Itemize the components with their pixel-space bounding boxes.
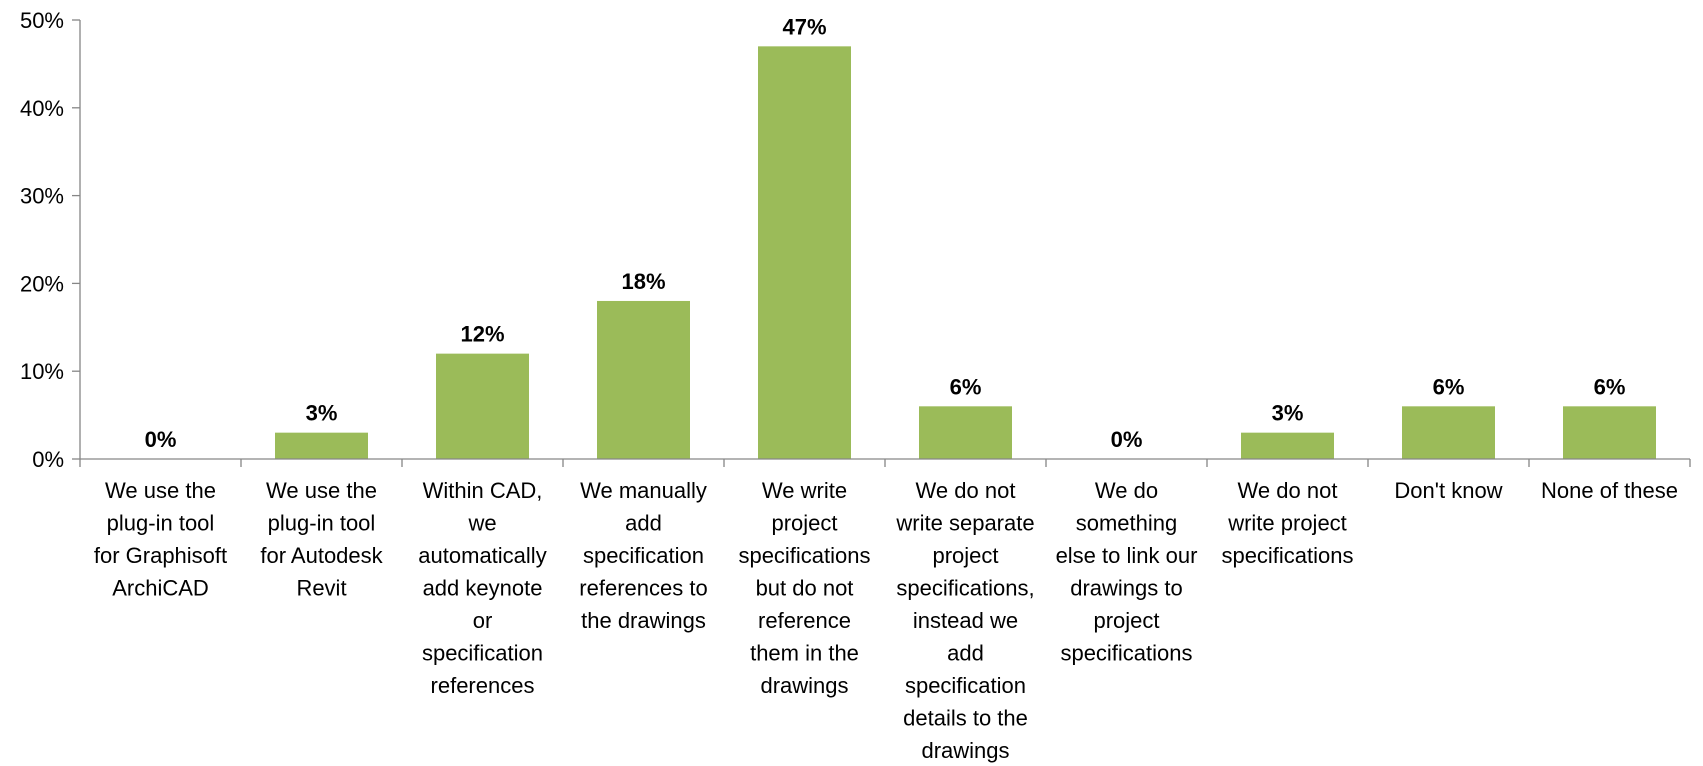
x-category-label-line: specifications, [896,576,1034,601]
axes-layer [72,19,1691,467]
bar [758,46,851,460]
x-category-label-line: references to [579,576,707,601]
x-category-label-line: project [771,511,837,536]
x-category-label-line: the drawings [581,608,706,633]
bar [1563,406,1656,459]
x-category-label-line: them in the [750,641,859,666]
data-label: 6% [1433,374,1465,399]
x-category-label: We write project specifications but do not r… [738,478,870,698]
data-label: 0% [1111,427,1143,452]
x-category-label-line: We manually [580,478,707,503]
data-label: 6% [1594,374,1626,399]
data-label: 47% [782,14,826,39]
x-category-label-line: details to the [903,706,1028,731]
x-category-label-line: specifications [1060,641,1192,666]
x-category-label-line: reference [758,608,851,633]
x-category-label-line: add keynote [423,576,543,601]
x-category-label-line: specification [422,641,543,666]
x-category-label-line: specifications [738,543,870,568]
x-category-label-line: Revit [296,576,346,601]
x-category-label-line: We do not [1238,478,1338,503]
bar [1402,406,1495,459]
x-category-label-line: plug-in tool [107,511,215,536]
x-category-label-line: project [932,543,998,568]
labels-layer: 0% 10% 20% 30% 40% 50% 0% We use the plug-in too… [20,8,1678,763]
x-category-label: Within CAD, we automatically add keynote or s… [418,478,546,698]
y-tick-label: 10% [20,359,64,384]
x-category-label-line: drawings to [1070,576,1183,601]
bar [1241,432,1334,459]
x-category-label-line: We do not [916,478,1016,503]
x-category-label-line: else to link our [1056,543,1198,568]
x-category-label-line: We write [762,478,847,503]
x-category-label: None of these [1541,478,1678,503]
data-label: 3% [306,401,338,426]
x-category-label: We use the plug-in tool for Autodesk Revit [260,478,383,601]
x-category-label-line: write separate [895,511,1034,536]
y-tick-label: 20% [20,271,64,296]
x-category-label-line: something [1076,511,1178,536]
x-category-label-line: specification [905,673,1026,698]
bars-layer [275,46,1656,460]
data-label: 6% [950,374,982,399]
y-tick-label: 30% [20,184,64,209]
data-label: 12% [460,322,504,347]
x-category-label-line: drawings [921,738,1009,763]
x-category-label: We do not write project specifications [1221,478,1353,568]
x-category-label-line: instead we [913,608,1018,633]
y-tick-label: 0% [32,447,64,472]
x-category-label-line: write project [1227,511,1347,536]
x-category-label-line: specification [583,543,704,568]
x-category-label: We manually add specification references to… [579,478,707,633]
x-category-label-line: add [947,641,984,666]
x-category-label-line: We do [1095,478,1158,503]
x-category-label: We do something else to link our drawings t… [1056,478,1198,666]
x-category-label: We do not write separate project specificat… [895,478,1034,763]
bar [275,432,368,459]
x-category-label-line: automatically [418,543,546,568]
data-label: 3% [1272,401,1304,426]
bar [436,353,529,459]
x-category-label-line: for Graphisoft [94,543,227,568]
x-category-label: We use the plug-in tool for Graphisoft Arch… [94,478,227,601]
x-category-label-line: for Autodesk [260,543,383,568]
x-category-label-line: None of these [1541,478,1678,503]
data-label: 0% [145,427,177,452]
x-category-label-line: project [1093,608,1159,633]
bar [597,300,690,459]
x-category-label-line: drawings [760,673,848,698]
data-label: 18% [621,269,665,294]
x-category-label-line: specifications [1221,543,1353,568]
x-category-label-line: plug-in tool [268,511,376,536]
x-category-label-line: We use the [266,478,377,503]
y-tick-label: 40% [20,96,64,121]
x-category-label-line: add [625,511,662,536]
x-category-label-line: Don't know [1394,478,1502,503]
x-category-label: Don't know [1394,478,1502,503]
x-category-label-line: we [467,511,496,536]
x-category-label-line: Within CAD, [423,478,543,503]
x-category-label-line: references [431,673,535,698]
bar [919,406,1012,459]
x-category-label-line: ArchiCAD [112,576,209,601]
x-category-label-line: We use the [105,478,216,503]
x-category-label-line: but do not [756,576,854,601]
y-tick-label: 50% [20,8,64,33]
x-category-label-line: or [473,608,493,633]
